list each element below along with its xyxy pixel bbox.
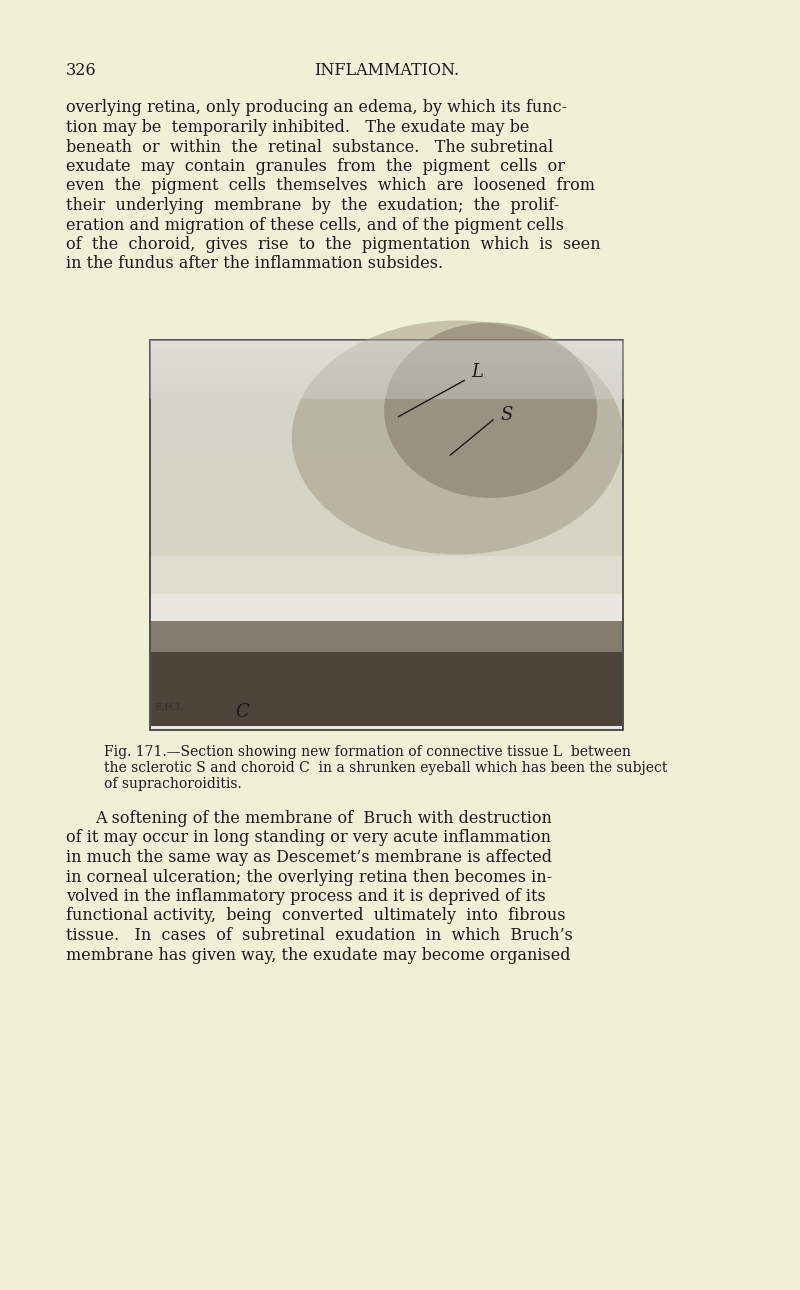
Text: C: C bbox=[235, 703, 249, 721]
Text: volved in the inflammatory process and it is deprived of its: volved in the inflammatory process and i… bbox=[66, 888, 546, 906]
Text: 326: 326 bbox=[66, 62, 96, 79]
Text: INFLAMMATION.: INFLAMMATION. bbox=[314, 62, 459, 79]
Text: functional activity,  being  converted  ultimately  into  fibrous: functional activity, being converted ult… bbox=[66, 907, 565, 925]
Text: of  the  choroid,  gives  rise  to  the  pigmentation  which  is  seen: of the choroid, gives rise to the pigmen… bbox=[66, 236, 600, 253]
Text: A softening of the membrane of  Bruch with destruction: A softening of the membrane of Bruch wit… bbox=[94, 810, 551, 827]
Text: beneath  or  within  the  retinal  substance.   The subretinal: beneath or within the retinal substance.… bbox=[66, 138, 553, 156]
Text: E.H.L.: E.H.L. bbox=[154, 703, 186, 712]
Text: S: S bbox=[500, 406, 513, 424]
Text: eration and migration of these cells, and of the pigment cells: eration and migration of these cells, an… bbox=[66, 217, 564, 233]
Text: L: L bbox=[472, 364, 484, 382]
Text: overlying retina, only producing an edema, by which its func-: overlying retina, only producing an edem… bbox=[66, 99, 567, 116]
Ellipse shape bbox=[292, 320, 623, 555]
Bar bbox=[150, 457, 622, 593]
Text: of suprachoroiditis.: of suprachoroiditis. bbox=[104, 777, 242, 791]
Text: tion may be  temporarily inhibited.   The exudate may be: tion may be temporarily inhibited. The e… bbox=[66, 119, 529, 135]
Bar bbox=[150, 341, 622, 556]
Text: of it may occur in long standing or very acute inflammation: of it may occur in long standing or very… bbox=[66, 829, 550, 846]
Text: Fig. 171.—Section showing new formation of connective tissue L  between: Fig. 171.—Section showing new formation … bbox=[104, 746, 631, 759]
Bar bbox=[150, 341, 623, 730]
Text: in much the same way as Descemet’s membrane is affected: in much the same way as Descemet’s membr… bbox=[66, 849, 552, 866]
Text: in corneal ulceration; the overlying retina then becomes in-: in corneal ulceration; the overlying ret… bbox=[66, 868, 552, 885]
Text: exudate  may  contain  granules  from  the  pigment  cells  or: exudate may contain granules from the pi… bbox=[66, 157, 565, 175]
Bar bbox=[150, 620, 622, 726]
Text: in the fundus after the inflammation subsides.: in the fundus after the inflammation sub… bbox=[66, 255, 443, 272]
Text: even  the  pigment  cells  themselves  which  are  loosened  from: even the pigment cells themselves which … bbox=[66, 178, 594, 195]
Text: tissue.   In  cases  of  subretinal  exudation  in  which  Bruch’s: tissue. In cases of subretinal exudation… bbox=[66, 928, 573, 944]
Bar bbox=[150, 651, 622, 726]
Ellipse shape bbox=[384, 322, 597, 498]
Text: membrane has given way, the exudate may become organised: membrane has given way, the exudate may … bbox=[66, 947, 570, 964]
Text: their  underlying  membrane  by  the  exudation;  the  prolif-: their underlying membrane by the exudati… bbox=[66, 197, 559, 214]
Text: the sclerotic S and choroid C  in a shrunken eyeball which has been the subject: the sclerotic S and choroid C in a shrun… bbox=[104, 761, 668, 775]
